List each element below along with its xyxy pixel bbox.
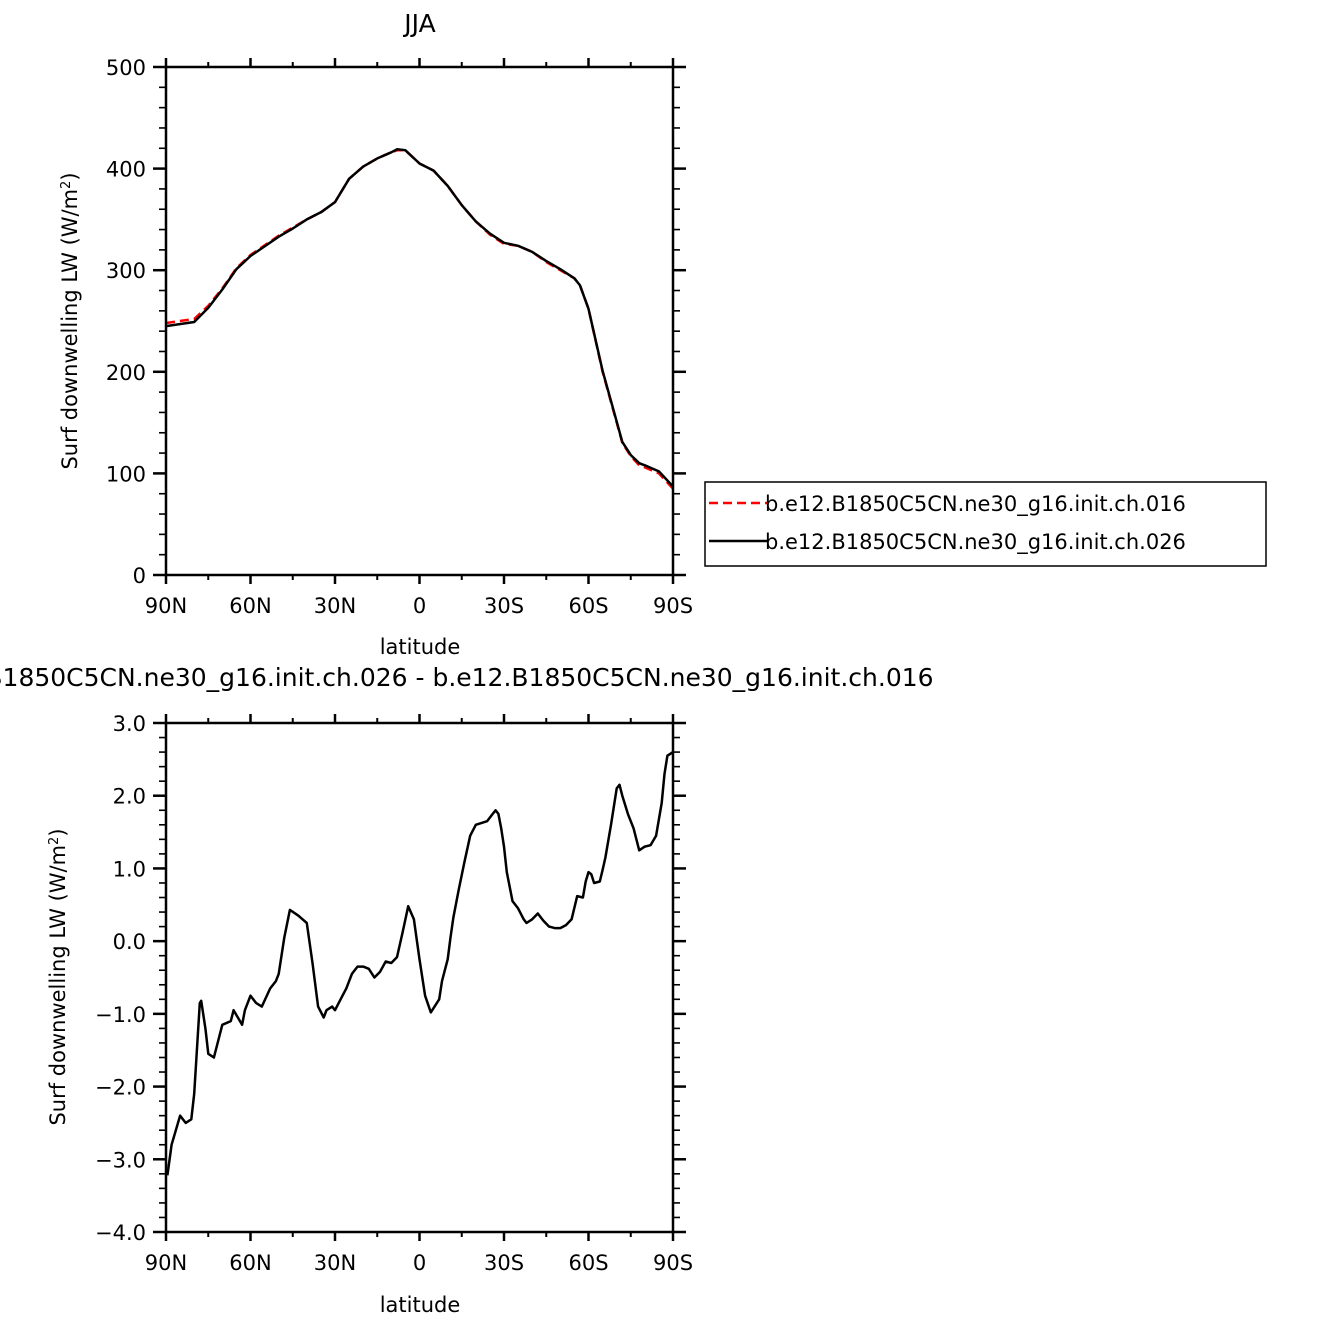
top-panel: JJA latitude Surf downwelling LW (W/m2) … <box>58 9 693 659</box>
top-panel-x-tick-label: 60S <box>568 594 608 618</box>
bottom-panel-y-tick-label: −4.0 <box>95 1221 146 1245</box>
bottom-panel-y-tick-label: −3.0 <box>95 1148 146 1172</box>
bottom-panel-y-tick-label: 0.0 <box>113 930 146 954</box>
top-panel-y-tick-label: 100 <box>106 462 146 486</box>
top-panel-y-tick-label: 0 <box>133 564 146 588</box>
top-panel-x-tick-label: 90N <box>145 594 187 618</box>
legend: b.e12.B1850C5CN.ne30_g16.init.ch.016 b.e… <box>704 481 1267 567</box>
top-panel-y-tick-label: 200 <box>106 361 146 385</box>
top-panel-x-tick-label: 30S <box>484 594 524 618</box>
bottom-panel-y-tick-label: 3.0 <box>113 712 146 736</box>
bottom-panel: b.e12.B1850C5CN.ne30_g16.init.ch.026 - b… <box>0 663 934 1317</box>
bottom-panel-x-tick-label: 90N <box>145 1251 187 1275</box>
top-panel-x-tick-label: 30N <box>314 594 356 618</box>
top-panel-x-tick-label: 60N <box>229 594 271 618</box>
top-panel-x-tick-label: 0 <box>413 594 426 618</box>
bottom-panel-title: b.e12.B1850C5CN.ne30_g16.init.ch.026 - b… <box>0 663 934 692</box>
bottom-panel-x-tick-label: 90S <box>653 1251 693 1275</box>
top-panel-series-line-1 <box>166 148 673 488</box>
legend-label-series-016: b.e12.B1850C5CN.ne30_g16.init.ch.016 <box>765 492 1186 517</box>
top-panel-x-tick-label: 90S <box>653 594 693 618</box>
bottom-panel-x-axis-title: latitude <box>380 1293 461 1317</box>
bottom-panel-y-tick-label: −2.0 <box>95 1076 146 1100</box>
bottom-panel-series-line-0 <box>166 751 673 1176</box>
top-panel-y-tick-label: 400 <box>106 158 146 182</box>
top-panel-x-axis-title: latitude <box>380 635 461 659</box>
bottom-panel-x-tick-label: 60S <box>568 1251 608 1275</box>
bottom-panel-x-tick-label: 30N <box>314 1251 356 1275</box>
top-panel-y-tick-label: 300 <box>106 259 146 283</box>
bottom-panel-x-tick-label: 0 <box>413 1251 426 1275</box>
bottom-panel-y-axis-title: Surf downwelling LW (W/m2) <box>46 828 70 1125</box>
bottom-panel-y-tick-label: 2.0 <box>113 785 146 809</box>
bottom-panel-y-tick-label: 1.0 <box>113 857 146 881</box>
top-panel-title: JJA <box>402 9 435 38</box>
top-panel-y-axis-title: Surf downwelling LW (W/m2) <box>58 172 82 469</box>
bottom-panel-x-tick-label: 30S <box>484 1251 524 1275</box>
bottom-panel-y-tick-label: −1.0 <box>95 1003 146 1027</box>
legend-box <box>704 481 1267 567</box>
legend-label-series-026: b.e12.B1850C5CN.ne30_g16.init.ch.026 <box>765 530 1186 555</box>
bottom-panel-x-tick-label: 60N <box>229 1251 271 1275</box>
top-panel-y-tick-label: 500 <box>106 56 146 80</box>
